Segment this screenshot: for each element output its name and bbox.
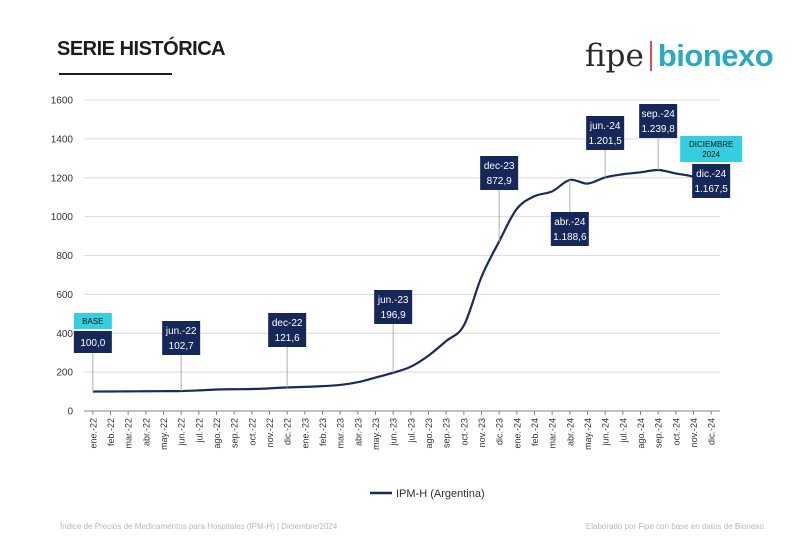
y-tick-label: 1000 — [51, 212, 74, 223]
annotation-value: 1.239,8 — [641, 124, 675, 135]
annotation-label: jun.-24 — [589, 121, 621, 132]
annotation-box — [639, 104, 678, 138]
x-tick-label: jul.-24 — [618, 418, 628, 444]
annotation-box — [586, 116, 625, 150]
annotation-value: 872,9 — [487, 176, 512, 187]
legend-label: IPM-H (Argentina) — [396, 488, 485, 500]
x-tick-label: ene.-22 — [88, 418, 98, 449]
annotation-value: 1.188,6 — [553, 232, 587, 243]
footer-source-right: Elaborado por Fipe con base en datos de … — [585, 522, 766, 531]
annotation-value: 100,0 — [80, 338, 105, 349]
x-tick-label: nov.-23 — [477, 418, 487, 447]
annotation-value: 1.167,5 — [694, 184, 728, 195]
x-tick-label: oct.-22 — [247, 418, 257, 446]
title-underline — [59, 73, 172, 75]
annotation-tag-text: 2024 — [702, 150, 720, 159]
annotation-box — [268, 313, 307, 347]
annotation-tag — [73, 313, 112, 329]
annotation-label: abr.-24 — [554, 217, 586, 228]
annotation-box — [480, 156, 519, 190]
logo-divider — [649, 41, 652, 71]
x-tick-label: oct.-24 — [671, 418, 681, 446]
x-tick-label: abr.-24 — [565, 418, 575, 446]
x-tick-label: mar.-24 — [548, 418, 558, 449]
x-tick-label: jun.-22 — [177, 418, 187, 447]
annotation-label: dec-22 — [272, 318, 303, 329]
x-tick-label: sep.-23 — [442, 418, 452, 448]
x-tick-label: oct.-23 — [459, 418, 469, 446]
x-tick-label: jul.-22 — [194, 418, 204, 444]
logo-bionexo-text: bionexo — [657, 38, 774, 73]
x-tick-label: may.-24 — [583, 418, 593, 450]
x-tick-label: ago.-23 — [424, 418, 434, 449]
y-tick-label: 800 — [56, 251, 73, 262]
annotation-value: 121,6 — [275, 333, 300, 344]
y-tick-label: 200 — [56, 368, 73, 379]
annotation-label: sep.-24 — [641, 109, 675, 120]
annotation-value: 1.201,5 — [588, 136, 622, 147]
annotation-box — [692, 164, 731, 198]
annotation-value: 102,7 — [169, 341, 194, 352]
x-tick-label: ago.-24 — [636, 418, 646, 449]
annotation-label: jun.-23 — [377, 295, 409, 306]
annotation-box — [374, 290, 413, 324]
annotation-tag-text: BASE — [82, 317, 103, 326]
x-tick-label: nov.-24 — [689, 418, 699, 447]
y-tick-label: 1400 — [51, 134, 74, 145]
x-tick-label: dic.-23 — [495, 418, 505, 445]
annotation-label: jun.-22 — [165, 326, 197, 337]
annotation-value: 196,9 — [381, 310, 406, 321]
annotation-tag — [680, 136, 743, 162]
annotation-label: dic.-24 — [696, 169, 726, 180]
x-tick-label: jul.-23 — [406, 418, 416, 444]
y-tick-label: 600 — [56, 290, 73, 301]
x-tick-label: mar.-23 — [336, 418, 346, 449]
x-tick-label: feb.-23 — [318, 418, 328, 446]
annotation-tag-text: DICIEMBRE — [689, 140, 733, 149]
fipe-bionexo-logo: fipe bionexo — [585, 36, 774, 76]
annotation-box — [73, 331, 112, 353]
y-tick-label: 400 — [56, 329, 73, 340]
logo-fipe-text: fipe — [585, 38, 644, 74]
x-tick-label: sep.-22 — [230, 418, 240, 448]
x-tick-label: may.-23 — [371, 418, 381, 450]
x-tick-label: feb.-22 — [106, 418, 116, 446]
annotation-box — [162, 321, 201, 355]
x-tick-label: jun.-23 — [389, 418, 399, 447]
annotation-label: dec-23 — [484, 161, 515, 172]
x-tick-label: sep.-24 — [654, 418, 664, 448]
y-tick-label: 0 — [67, 407, 73, 418]
footer-source-left: Índice de Precios de Medicamentos para H… — [60, 522, 338, 531]
x-tick-label: may.-22 — [159, 418, 169, 450]
y-tick-label: 1200 — [51, 173, 74, 184]
x-tick-label: abr.-22 — [141, 418, 151, 446]
x-tick-label: ene.-24 — [512, 418, 522, 449]
x-tick-label: ene.-23 — [300, 418, 310, 449]
series-line-ipm-h — [92, 168, 712, 393]
x-tick-label: dic.-22 — [283, 418, 293, 445]
x-tick-label: feb.-24 — [530, 418, 540, 446]
annotation-box — [550, 212, 589, 246]
x-tick-label: mar.-22 — [124, 418, 134, 449]
x-tick-label: dic.-24 — [707, 418, 717, 445]
x-tick-label: ago.-22 — [212, 418, 222, 449]
x-tick-label: abr.-23 — [353, 418, 363, 446]
x-tick-label: nov.-22 — [265, 418, 275, 447]
page-title: SERIE HISTÓRICA — [57, 38, 226, 60]
x-tick-label: jun.-24 — [601, 418, 611, 447]
y-tick-label: 1600 — [51, 96, 74, 107]
